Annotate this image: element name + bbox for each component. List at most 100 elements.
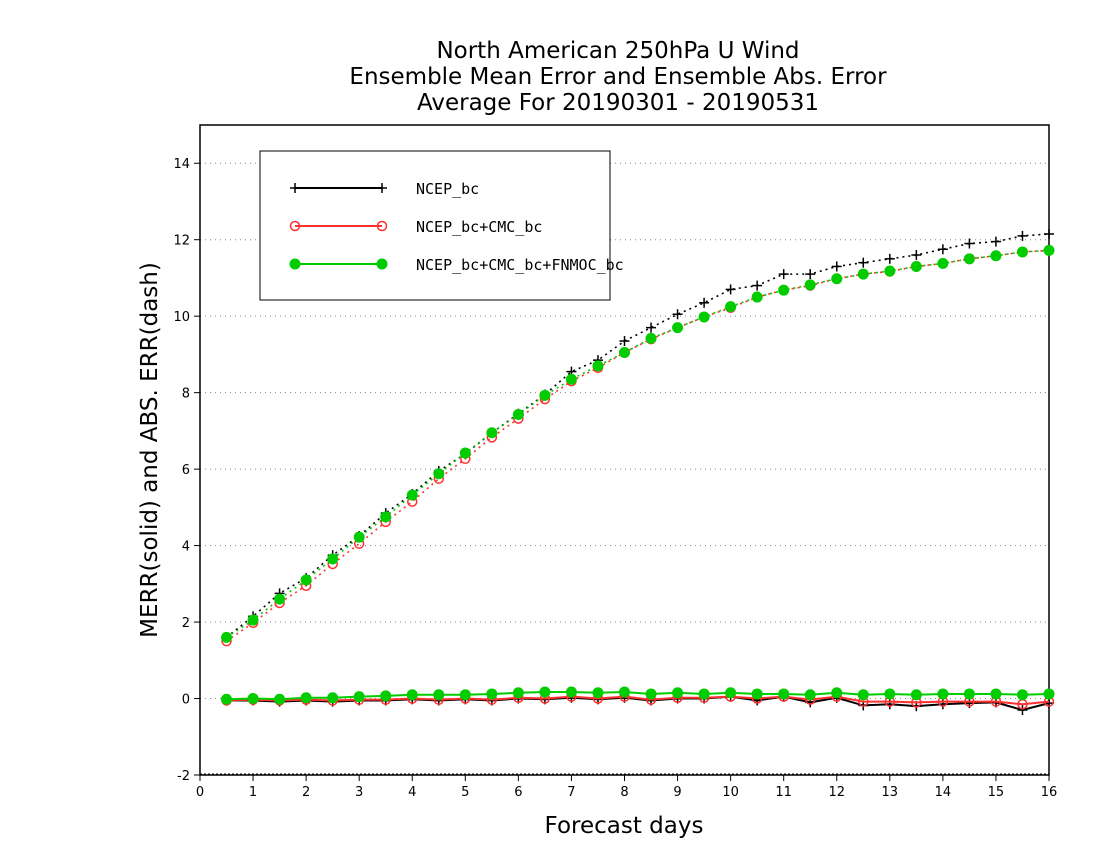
merr-point <box>990 688 1002 700</box>
abs-err-point <box>857 268 869 280</box>
merr-point <box>300 692 312 704</box>
abs-err-point <box>778 269 789 280</box>
gridlines <box>200 162 1049 776</box>
merr-point <box>592 687 604 699</box>
abs-err-point <box>433 468 445 480</box>
abs-err-point <box>911 250 922 260</box>
x-tick-label: 1 <box>249 785 257 800</box>
abs-err-point <box>672 309 683 320</box>
merr-point <box>433 689 445 701</box>
abs-err-point <box>831 273 843 285</box>
legend-marker <box>289 258 301 270</box>
abs-err-point <box>646 322 657 333</box>
legend-marker <box>376 220 388 232</box>
abs-err-point <box>300 574 312 586</box>
merr-point <box>937 688 949 700</box>
abs-err-point <box>645 332 657 344</box>
chart-title-line-1: North American 250hPa U Wind <box>436 38 799 64</box>
x-tick-label: 6 <box>514 785 522 800</box>
x-axis: 0 1 2 3 4 5 6 7 8 9 10 11 12 13 14 15 16 <box>196 775 1057 800</box>
x-tick-label: 13 <box>882 785 899 800</box>
abs-err-point <box>274 593 286 605</box>
abs-err-point <box>752 280 763 291</box>
y-tick-label: 10 <box>173 310 190 325</box>
merr-point <box>353 691 365 703</box>
abs-err-point <box>512 408 524 420</box>
merr-point <box>406 689 418 701</box>
merr-point <box>725 687 737 699</box>
abs-err-line-ncep-bc-cmc-bc <box>226 249 1050 642</box>
chart-title-line-2: Ensemble Mean Error and Ensemble Abs. Er… <box>349 64 887 90</box>
merr-point <box>884 688 896 700</box>
abs-err-point <box>778 284 790 296</box>
abs-err-point <box>672 322 684 334</box>
abs-err-point <box>1044 228 1054 239</box>
abs-err-line-ncep-bc-cmc-bc-fnmoc-bc <box>226 249 1050 639</box>
x-tick-label: 4 <box>408 785 416 800</box>
abs-err-point <box>884 253 895 264</box>
merr-point <box>274 693 286 705</box>
abs-err-point <box>884 265 896 277</box>
x-tick-label: 15 <box>988 785 1005 800</box>
x-tick-label: 10 <box>722 785 739 800</box>
abs-err-point <box>937 244 948 255</box>
abs-err-point <box>221 631 233 643</box>
y-tick-label: 14 <box>173 157 190 172</box>
abs-err-point <box>858 257 869 268</box>
legend-label: NCEP_bc <box>416 180 479 198</box>
chart-title-line-3: Average For 20190301 - 20190531 <box>417 90 819 116</box>
series-3 <box>221 244 1055 705</box>
merr-point <box>778 688 790 700</box>
merr-point <box>380 690 392 702</box>
y-axis-label: MERR(solid) and ABS. ERR(dash) <box>137 262 163 638</box>
x-axis-label: Forecast days <box>545 813 704 839</box>
merr-point <box>910 689 922 701</box>
x-tick-label: 3 <box>355 785 363 800</box>
y-tick-label: 12 <box>173 234 190 249</box>
x-tick-label: 0 <box>196 785 204 800</box>
y-tick-label: 8 <box>182 387 190 402</box>
abs-err-point <box>698 311 710 323</box>
x-tick-label: 9 <box>673 785 681 800</box>
merr-point <box>247 693 259 705</box>
merr-point <box>831 687 843 699</box>
abs-err-point <box>725 284 736 295</box>
abs-err-point <box>380 511 392 523</box>
merr-point <box>645 688 657 700</box>
abs-err-point <box>1017 230 1028 241</box>
x-tick-label: 5 <box>461 785 469 800</box>
abs-err-point <box>247 614 259 626</box>
merr-point <box>221 693 233 705</box>
series-1 <box>221 228 1054 715</box>
abs-err-point <box>831 261 842 272</box>
merr-point <box>327 692 339 704</box>
y-tick-label: -2 <box>177 769 190 784</box>
abs-err-point <box>937 257 949 269</box>
abs-err-point <box>1043 244 1055 256</box>
legend-label: NCEP_bc+CMC_bc+FNMOC_bc <box>416 256 624 274</box>
merr-point <box>751 688 763 700</box>
abs-err-point <box>1016 246 1028 258</box>
series-2 <box>221 245 1055 710</box>
legend-marker <box>290 183 300 193</box>
legend-entry-3: NCEP_bc+CMC_bc+FNMOC_bc <box>289 256 624 274</box>
x-tick-label: 2 <box>302 785 310 800</box>
abs-err-point <box>990 236 1001 247</box>
x-tick-label: 14 <box>935 785 952 800</box>
legend-label: NCEP_bc+CMC_bc <box>416 218 542 236</box>
y-tick-label: 4 <box>182 540 190 555</box>
y-axis: -2 0 2 4 6 8 10 12 14 <box>173 157 200 784</box>
abs-err-point <box>619 347 630 358</box>
series-layer <box>221 228 1055 715</box>
y-tick-label: 2 <box>182 616 190 631</box>
x-tick-label: 11 <box>775 785 792 800</box>
abs-err-point <box>910 260 922 272</box>
abs-err-point <box>804 279 816 291</box>
merr-point <box>1043 688 1055 700</box>
abs-err-point <box>751 291 763 303</box>
legend-marker <box>289 220 301 232</box>
legend-entry-2: NCEP_bc+CMC_bc <box>289 218 542 236</box>
merr-point <box>857 689 869 701</box>
abs-err-point <box>964 238 975 249</box>
